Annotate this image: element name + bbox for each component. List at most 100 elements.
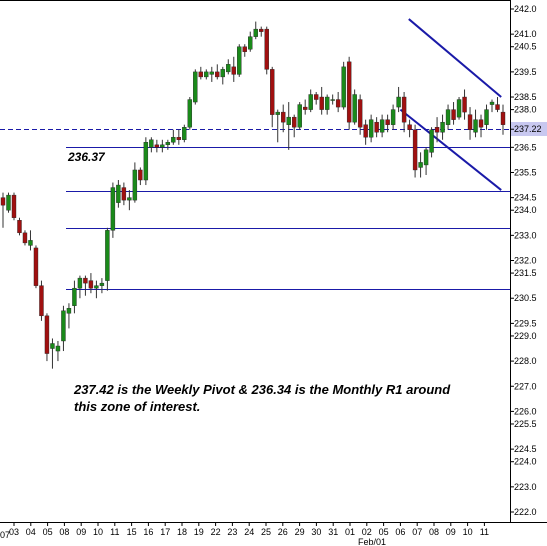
y-tick-label: 231.5 bbox=[514, 268, 537, 278]
y-tick-label: 227.0 bbox=[514, 381, 537, 391]
candle-body bbox=[330, 99, 335, 101]
y-tick-label: 234.5 bbox=[514, 193, 537, 203]
candle-body bbox=[77, 277, 83, 289]
candle-body bbox=[352, 94, 357, 123]
candle-body bbox=[368, 119, 374, 138]
candle-body bbox=[259, 28, 264, 32]
channel-upper-line bbox=[408, 18, 502, 98]
x-tick-label: 19 bbox=[194, 527, 204, 537]
candle-body bbox=[39, 285, 44, 317]
candle-body bbox=[149, 139, 154, 148]
candle-body bbox=[237, 46, 242, 75]
candle-body bbox=[143, 142, 149, 181]
candle-body bbox=[127, 197, 132, 201]
candle-body bbox=[132, 169, 138, 201]
x-tick-label: 18 bbox=[177, 527, 187, 537]
candle-body bbox=[209, 71, 214, 75]
candle-body bbox=[412, 129, 418, 171]
candle-body bbox=[187, 99, 193, 128]
x-tick-label: 30 bbox=[311, 527, 321, 537]
x-tick-label: 05 bbox=[379, 527, 389, 537]
candle-body bbox=[226, 64, 231, 73]
x-tick-label: 05 bbox=[43, 527, 53, 537]
candle-body bbox=[390, 109, 396, 125]
candle-body bbox=[50, 343, 55, 349]
x-tick-label: 25 bbox=[261, 527, 271, 537]
y-tick-label: 222.0 bbox=[514, 507, 537, 517]
x-tick-label: 04 bbox=[26, 527, 36, 537]
candle-body bbox=[489, 101, 495, 105]
candle-body bbox=[456, 99, 462, 118]
candle-body bbox=[445, 109, 451, 125]
candle-body bbox=[396, 96, 401, 108]
candle-body bbox=[83, 277, 88, 284]
x-tick-label: 10 bbox=[93, 527, 103, 537]
candle-body bbox=[357, 99, 363, 128]
candle-body bbox=[248, 36, 253, 50]
candle-body bbox=[495, 104, 500, 110]
x-tick-label: 24 bbox=[244, 527, 254, 537]
annotation-line-2: this zone of interest. bbox=[74, 399, 200, 414]
candle-body bbox=[22, 232, 28, 244]
y-tick-label: 229.0 bbox=[514, 331, 537, 341]
candle-body bbox=[319, 96, 324, 110]
candle-body bbox=[99, 282, 105, 286]
x-tick-label: 11 bbox=[110, 527, 119, 537]
candle-body bbox=[313, 94, 319, 100]
x-tick-label: 26 bbox=[278, 527, 288, 537]
candle-body bbox=[231, 66, 236, 75]
candle-body bbox=[374, 121, 379, 133]
candle-body bbox=[182, 127, 187, 140]
candle-body bbox=[440, 121, 445, 133]
candle-body bbox=[281, 111, 286, 123]
y-tick-label: 224.5 bbox=[514, 444, 537, 454]
x-tick-label: 03 bbox=[9, 527, 19, 537]
x-tick-label: 22 bbox=[211, 527, 221, 537]
y-tick-label: 238.5 bbox=[514, 92, 537, 102]
x-tick-label: 15 bbox=[127, 527, 137, 537]
candle-body bbox=[341, 66, 346, 108]
candle-body bbox=[17, 220, 22, 234]
current-price-box bbox=[511, 122, 547, 136]
candle-body bbox=[66, 308, 72, 314]
candles-layer bbox=[0, 21, 506, 369]
candle-body bbox=[215, 71, 220, 78]
y-tick-label: 232.0 bbox=[514, 256, 537, 266]
annotation-line-1: 237.42 is the Weekly Pivot & 236.34 is t… bbox=[73, 382, 451, 397]
candle-body bbox=[478, 119, 484, 128]
x-tick-label: 29 bbox=[295, 527, 305, 537]
candle-body bbox=[407, 124, 412, 130]
y-tick-label: 235.5 bbox=[514, 167, 537, 177]
candle-body bbox=[33, 247, 39, 286]
candle-body bbox=[379, 119, 385, 133]
candle-body bbox=[473, 119, 478, 133]
candle-body bbox=[434, 127, 440, 133]
candle-body bbox=[335, 99, 341, 108]
candle-body bbox=[264, 28, 269, 70]
candle-body bbox=[138, 169, 143, 181]
y-tick-label: 237.22 bbox=[514, 124, 542, 134]
candle-body bbox=[88, 280, 94, 289]
y-tick-label: 234.0 bbox=[514, 205, 537, 215]
x-tick-month: Feb/01 bbox=[358, 537, 386, 546]
trend-channel bbox=[399, 18, 502, 191]
candle-body bbox=[0, 197, 6, 206]
y-tick-label: 240.5 bbox=[514, 42, 537, 52]
candle-body bbox=[160, 144, 165, 148]
x-tick-label: 09 bbox=[76, 527, 86, 537]
candle-body bbox=[204, 71, 209, 78]
candle-body bbox=[110, 187, 116, 231]
y-tick-label: 225.5 bbox=[514, 419, 537, 429]
candle-body bbox=[154, 144, 160, 148]
y-tick-label: 228.0 bbox=[514, 356, 537, 366]
candle-body bbox=[324, 96, 330, 110]
x-tick-edge-left: 07 bbox=[0, 530, 10, 540]
x-tick-label: 11 bbox=[480, 527, 489, 537]
candle-body bbox=[346, 61, 352, 123]
candle-body bbox=[176, 137, 182, 140]
candle-body bbox=[500, 111, 506, 125]
x-tick-label: 23 bbox=[227, 527, 237, 537]
candle-body bbox=[467, 114, 473, 130]
y-tick-label: 241.0 bbox=[514, 29, 537, 39]
x-tick-label: 08 bbox=[59, 527, 69, 537]
